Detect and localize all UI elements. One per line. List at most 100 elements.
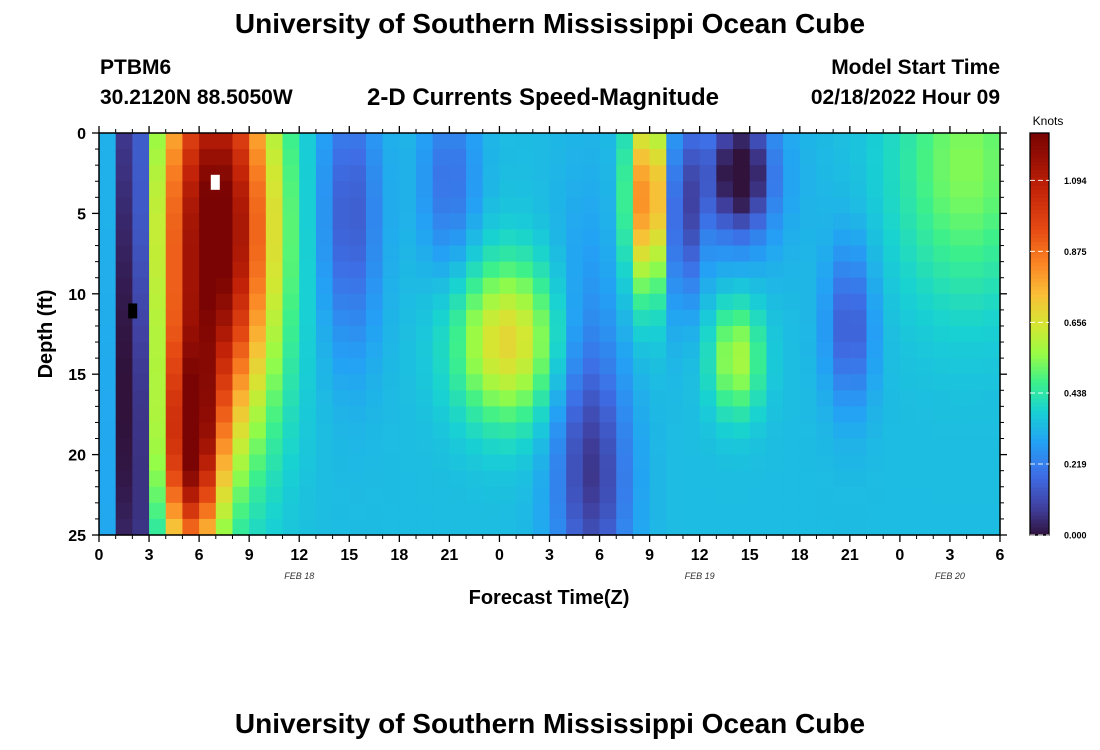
heatmap-cell (182, 422, 200, 440)
colorbar-segment (1030, 313, 1049, 319)
colorbar-segment (1030, 209, 1049, 214)
heatmap-cell (699, 245, 717, 263)
heatmap-cell (232, 261, 250, 279)
heatmap-cell (733, 133, 751, 150)
heatmap-cell (783, 325, 801, 343)
heatmap-cell (299, 438, 317, 456)
heatmap-cell (983, 438, 1001, 456)
heatmap-chart: 0 3 6 9 12 15 18 21 0 3 6 9 12 15 18 21 0 3 6 FEB 18 FEB 19 F… (35, 114, 1087, 609)
heatmap-cell (733, 213, 751, 231)
heatmap-cell (816, 342, 834, 359)
heatmap-cell (115, 374, 133, 391)
heatmap-cell (399, 422, 417, 440)
heatmap-cell (649, 229, 667, 247)
heatmap-cell (733, 438, 751, 456)
colorbar-segment (1030, 426, 1049, 432)
heatmap-cell (299, 293, 317, 311)
heatmap-cell (516, 309, 534, 327)
heatmap-cell (949, 518, 968, 536)
heatmap-cell (916, 438, 934, 456)
heatmap-cell (382, 406, 400, 424)
heatmap-cell (799, 277, 818, 295)
heatmap-cell (899, 438, 918, 456)
heatmap-cell (149, 406, 167, 424)
heatmap-cell (265, 197, 284, 214)
heatmap-cell (249, 406, 267, 424)
heatmap-cell (199, 422, 217, 440)
heatmap-cell (416, 261, 434, 279)
heatmap-cell (666, 213, 684, 231)
heatmap-cell (582, 358, 601, 375)
station-id: PTBM6 (100, 56, 172, 79)
heatmap-cell (566, 165, 584, 182)
heatmap-cell (699, 165, 717, 182)
heatmap-cell (482, 518, 501, 536)
heatmap-cell (232, 133, 250, 150)
heatmap-cell (866, 518, 884, 536)
heatmap-cell (182, 165, 200, 182)
heatmap-cell (532, 293, 551, 311)
heatmap-cell (416, 245, 434, 263)
heatmap-cell (449, 325, 467, 343)
heatmap-cell (616, 181, 634, 198)
heatmap-cell (382, 502, 400, 520)
heatmap-cell (282, 342, 300, 359)
heatmap-cell (649, 422, 667, 440)
heatmap-cell (549, 486, 567, 504)
heatmap-cell (699, 197, 717, 214)
heatmap-cell (716, 374, 734, 391)
heatmap-cell (432, 149, 450, 166)
y-tick-label: 25 (68, 528, 86, 545)
date-label: FEB 20 (935, 571, 965, 581)
heatmap-cell (816, 213, 834, 231)
heatmap-cell (816, 325, 834, 343)
heatmap-cell (449, 518, 467, 536)
heatmap-cell (132, 133, 150, 150)
heatmap-cell (949, 470, 968, 488)
heatmap-cell (749, 438, 768, 456)
heatmap-cell (549, 213, 567, 231)
heatmap-cell (649, 342, 667, 359)
heatmap-cell (399, 213, 417, 231)
heatmap-cell (199, 486, 217, 504)
heatmap-cell (966, 358, 984, 375)
heatmap-cell (365, 133, 384, 150)
heatmap-cell (749, 325, 768, 343)
heatmap-cell (599, 293, 617, 311)
heatmap-cell (99, 293, 117, 311)
heatmap-cell (949, 438, 968, 456)
heatmap-cell (599, 197, 617, 214)
heatmap-cell (99, 277, 117, 295)
heatmap-cell (399, 518, 417, 536)
heatmap-cell (949, 181, 968, 198)
colorbar-segment (1030, 374, 1049, 379)
heatmap-cell (265, 133, 284, 150)
heatmap-cell (682, 502, 701, 520)
heatmap-cell (149, 438, 167, 456)
heatmap-cell (949, 454, 968, 472)
heatmap-cell (766, 261, 784, 279)
heatmap-cell (232, 438, 250, 456)
data-markers (128, 174, 220, 319)
heatmap-cell (449, 406, 467, 424)
heatmap-cell (949, 309, 968, 327)
heatmap-cell (232, 390, 250, 407)
heatmap-cell (449, 502, 467, 520)
heatmap-cell (649, 438, 667, 456)
heatmap-cell (132, 438, 150, 456)
heatmap-cell (566, 309, 584, 327)
heatmap-cell (382, 245, 400, 263)
heatmap-cell (699, 133, 717, 150)
heatmap-cell (382, 133, 400, 150)
heatmap-cell (916, 470, 934, 488)
heatmap-cell (332, 390, 350, 407)
heatmap-cell (482, 181, 501, 198)
colorbar-segment (1030, 137, 1049, 142)
heatmap-cell (332, 229, 350, 247)
heatmap-cell (299, 213, 317, 231)
heatmap-cell (165, 422, 184, 440)
heatmap-cell (532, 470, 551, 488)
heatmap-cell (249, 518, 267, 536)
heatmap-cell (899, 197, 918, 214)
heatmap-cell (299, 502, 317, 520)
